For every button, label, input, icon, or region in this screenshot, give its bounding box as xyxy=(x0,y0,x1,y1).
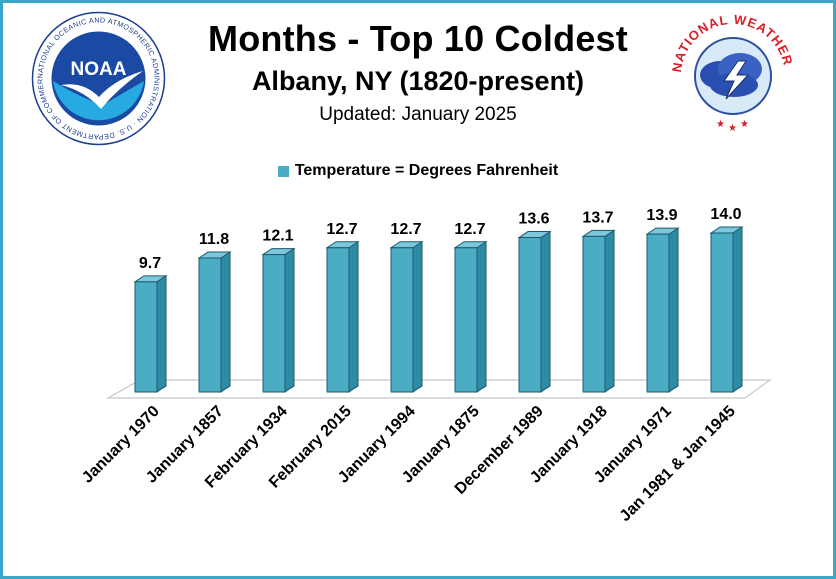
legend: Temperature = Degrees Fahrenheit xyxy=(0,162,836,180)
star-icon: ★ xyxy=(740,119,749,130)
bar xyxy=(262,254,286,393)
bar xyxy=(646,233,670,393)
data-label: 12.1 xyxy=(262,228,293,245)
noaa-logo: NATIONAL OCEANIC AND ATMOSPHERIC ADMINIS… xyxy=(31,11,166,146)
bar xyxy=(326,247,350,393)
bar-side xyxy=(668,227,679,393)
star-icon: ★ xyxy=(716,119,725,130)
nws-logo: NATIONAL WEATHER SERVICE ★ ★ ★ xyxy=(668,11,796,139)
data-label: 12.7 xyxy=(326,221,357,238)
noaa-mark: NOAA xyxy=(71,59,127,80)
bar xyxy=(390,247,414,393)
bar-side xyxy=(732,226,743,393)
bar xyxy=(518,237,542,393)
bar xyxy=(582,235,606,393)
bar-side xyxy=(220,251,231,393)
bar xyxy=(198,257,222,393)
data-label: 11.8 xyxy=(199,231,229,248)
star-icon: ★ xyxy=(728,123,737,134)
chart-subtitle: Albany, NY (1820-present) xyxy=(251,66,585,96)
data-label: 12.7 xyxy=(454,221,485,238)
bar-side xyxy=(156,274,167,393)
x-tick-label: Jan 1981 & Jan 1945 xyxy=(617,403,739,525)
bar-side xyxy=(604,229,615,393)
bar xyxy=(710,232,734,393)
data-label: 14.0 xyxy=(710,206,741,223)
data-label: 12.7 xyxy=(390,221,421,238)
bar-side xyxy=(540,230,551,393)
data-label: 13.9 xyxy=(646,207,677,224)
updated-date: Updated: January 2025 xyxy=(319,104,517,125)
legend-swatch xyxy=(277,165,289,177)
bar-side xyxy=(412,240,423,393)
bar xyxy=(454,247,478,393)
bar-side xyxy=(476,240,487,393)
legend-label: Temperature = Degrees Fahrenheit xyxy=(294,162,559,179)
data-label: 13.7 xyxy=(582,209,613,226)
bar-side xyxy=(284,247,295,393)
chart-title: Months - Top 10 Coldest xyxy=(208,18,628,59)
bar xyxy=(134,281,158,393)
data-label: 9.7 xyxy=(139,255,161,272)
bar-side xyxy=(348,240,359,393)
data-label: 13.6 xyxy=(518,211,549,228)
